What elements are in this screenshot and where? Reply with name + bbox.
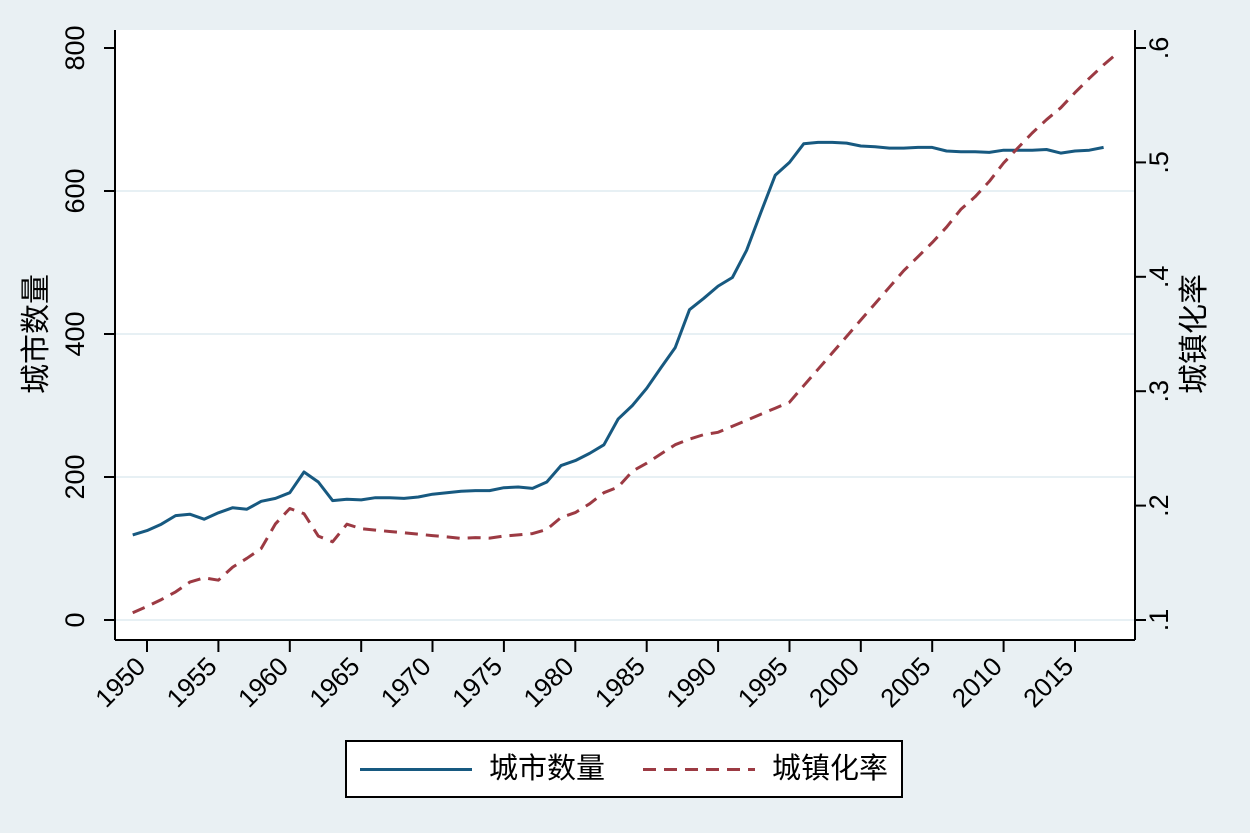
- legend-label-cities: 城市数量: [488, 752, 605, 785]
- legend-item-urbanization: 城镇化率: [643, 752, 889, 785]
- x-tick-label: 1955: [161, 651, 223, 713]
- y-right-tick-label: .3: [1144, 380, 1174, 403]
- x-tick-label: 1985: [589, 651, 651, 713]
- y-right-tick-label: .1: [1144, 609, 1174, 632]
- x-tick-label: 2000: [803, 651, 865, 713]
- y-right-axis-title: 城镇化率: [1178, 274, 1211, 394]
- x-tick-label: 1965: [303, 651, 365, 713]
- legend-label-urbanization: 城镇化率: [772, 752, 889, 785]
- x-tick-label: 1990: [660, 651, 722, 713]
- x-tick-label: 1980: [517, 651, 579, 713]
- legend: 城市数量 城镇化率: [345, 740, 903, 798]
- y-right-tick-label: .6: [1144, 37, 1174, 60]
- urbanization-line: [132, 51, 1119, 615]
- y-left-tick-label: 200: [60, 454, 90, 499]
- y-right-tick-label: .5: [1144, 151, 1174, 174]
- y-right-tick-label: .4: [1144, 266, 1174, 289]
- y-left-tick-label: 0: [60, 612, 90, 627]
- y-left-tick-label: 600: [60, 168, 90, 213]
- cities-line-swatch: [359, 767, 472, 771]
- y-left-tick-label: 400: [60, 311, 90, 356]
- x-tick-label: 1975: [446, 651, 508, 713]
- x-tick-label: 2015: [1017, 651, 1079, 713]
- y-right-tick-label: .2: [1144, 494, 1174, 517]
- x-tick-label: 2010: [946, 651, 1008, 713]
- x-tick-label: 1995: [732, 651, 794, 713]
- urbanization-line-swatch: [643, 767, 755, 771]
- x-tick-label: 1950: [89, 651, 151, 713]
- cities-line: [132, 140, 1104, 537]
- y-left-axis-title: 城市数量: [20, 274, 53, 394]
- x-tick-label: 1960: [232, 651, 294, 713]
- plot-area: [115, 30, 1135, 640]
- x-tick-label: 2005: [874, 651, 936, 713]
- y-left-tick-label: 800: [60, 25, 90, 70]
- legend-item-cities: 城市数量: [359, 752, 605, 785]
- x-tick-label: 1970: [375, 651, 437, 713]
